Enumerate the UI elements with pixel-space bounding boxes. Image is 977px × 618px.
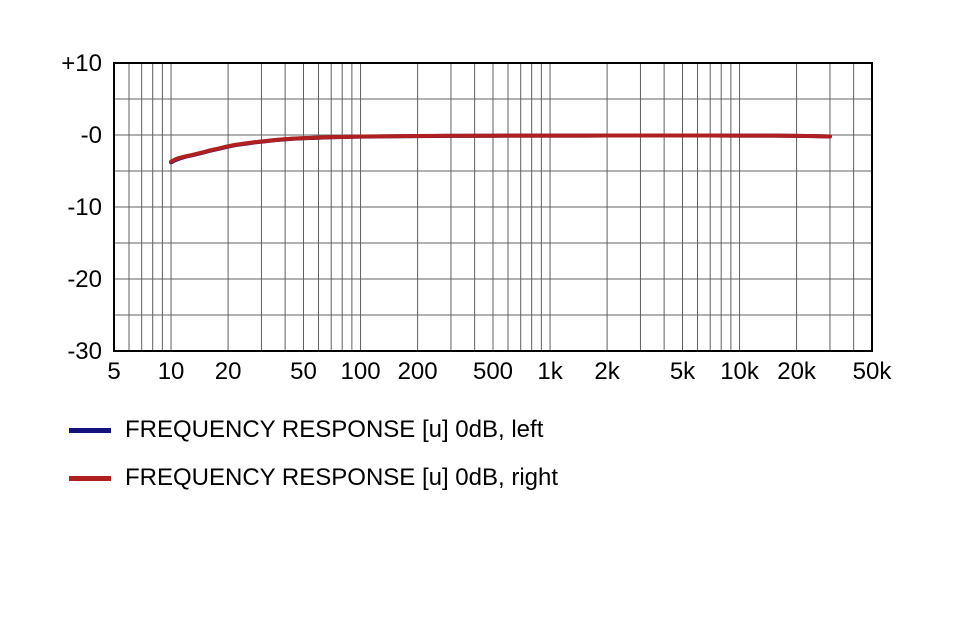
legend-label-right: FREQUENCY RESPONSE [u] 0dB, right — [125, 464, 558, 492]
x-tick-label: 5k — [670, 358, 696, 385]
x-tick-label: 500 — [473, 358, 513, 385]
legend: FREQUENCY RESPONSE [u] 0dB, left FREQUENC… — [69, 410, 558, 506]
y-tick-label: -20 — [67, 266, 102, 293]
x-tick-label: 50k — [853, 358, 893, 385]
x-tick-label: 10k — [720, 358, 760, 385]
y-tick-label: -30 — [67, 338, 102, 365]
legend-label-left: FREQUENCY RESPONSE [u] 0dB, left — [125, 416, 543, 444]
legend-swatch-left — [69, 428, 111, 433]
legend-row-left: FREQUENCY RESPONSE [u] 0dB, left — [69, 410, 558, 450]
x-tick-label: 1k — [537, 358, 563, 385]
y-tick-label: -10 — [67, 194, 102, 221]
x-tick-label: 10 — [158, 358, 185, 385]
x-tick-label: 200 — [398, 358, 438, 385]
x-tick-label: 20 — [215, 358, 242, 385]
x-tick-label: 50 — [290, 358, 317, 385]
frequency-response-chart: 5 10 20 50 100 200 500 1k 2k 5k 10k 20k 50k -30 -20 -10… — [0, 0, 977, 400]
legend-row-right: FREQUENCY RESPONSE [u] 0dB, right — [69, 458, 558, 498]
y-tick-label: +10 — [61, 50, 102, 77]
x-tick-label: 5 — [107, 358, 120, 385]
x-tick-label: 20k — [777, 358, 817, 385]
x-tick-label: 100 — [341, 358, 381, 385]
x-tick-label: 2k — [594, 358, 620, 385]
legend-swatch-right — [69, 476, 111, 481]
y-tick-label: -0 — [81, 122, 102, 149]
